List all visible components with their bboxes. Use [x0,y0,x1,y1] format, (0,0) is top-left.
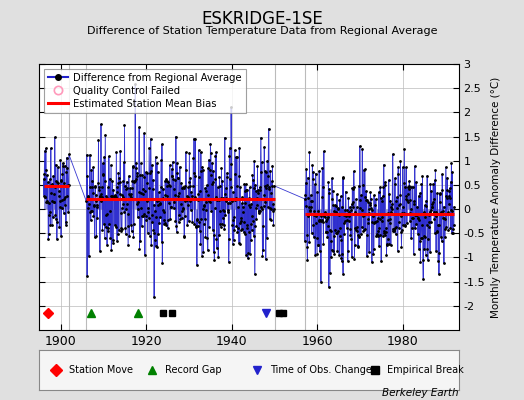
Text: Berkeley Earth: Berkeley Earth [382,388,458,398]
Text: Empirical Break: Empirical Break [387,365,464,375]
Text: Station Move: Station Move [69,365,133,375]
Y-axis label: Monthly Temperature Anomaly Difference (°C): Monthly Temperature Anomaly Difference (… [490,76,500,318]
Text: ESKRIDGE-1SE: ESKRIDGE-1SE [201,10,323,28]
Text: Record Gap: Record Gap [165,365,222,375]
Legend: Difference from Regional Average, Quality Control Failed, Estimated Station Mean: Difference from Regional Average, Qualit… [45,69,246,113]
Text: Time of Obs. Change: Time of Obs. Change [270,365,372,375]
Text: Difference of Station Temperature Data from Regional Average: Difference of Station Temperature Data f… [87,26,437,36]
